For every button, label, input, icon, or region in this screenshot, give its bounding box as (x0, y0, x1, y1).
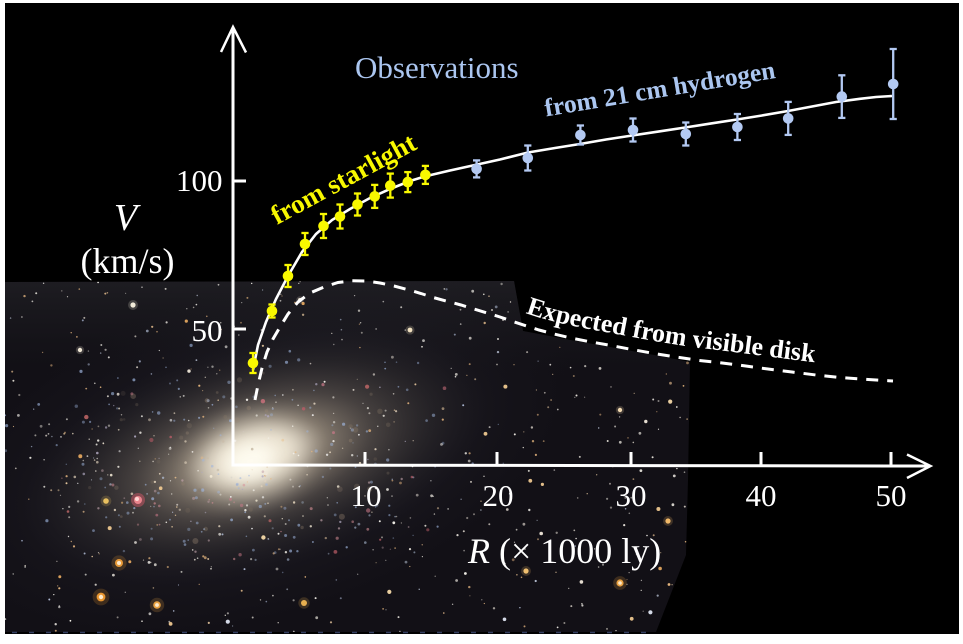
svg-text:10: 10 (351, 478, 382, 513)
svg-text:V: V (114, 197, 141, 239)
svg-text:(km/s): (km/s) (81, 241, 175, 281)
svg-text:R (× 1000 ly): R (× 1000 ly) (467, 531, 661, 571)
svg-text:30: 30 (616, 478, 647, 513)
svg-text:Observations: Observations (355, 50, 519, 85)
svg-text:20: 20 (483, 478, 514, 513)
svg-text:50: 50 (876, 478, 907, 513)
svg-text:50: 50 (192, 313, 223, 348)
svg-text:100: 100 (176, 163, 223, 198)
svg-text:40: 40 (746, 478, 777, 513)
